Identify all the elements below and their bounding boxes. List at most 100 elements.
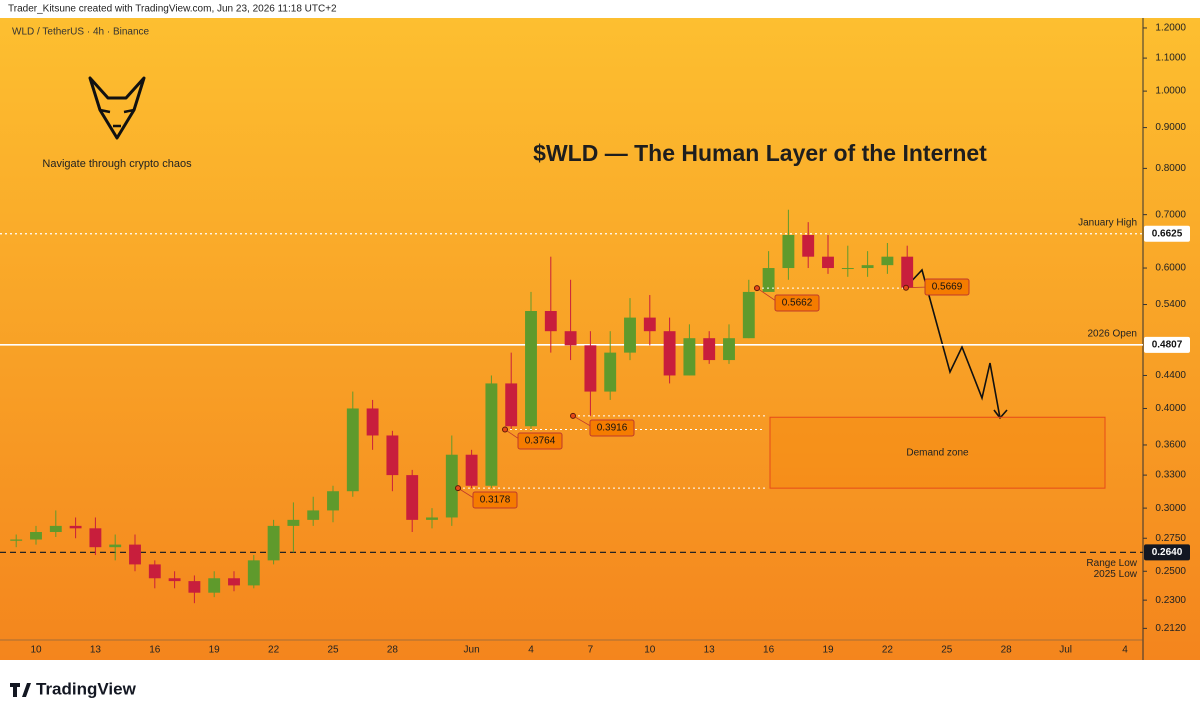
candle-body	[901, 256, 914, 288]
candle-body	[148, 564, 161, 579]
price-tag-label: 0.2640	[1152, 547, 1183, 558]
candle-body	[287, 519, 300, 526]
y-tick-label: 0.3600	[1155, 440, 1186, 451]
level-label: 2025 Low	[1094, 569, 1138, 580]
candle-body	[208, 578, 221, 593]
candle-body	[861, 265, 874, 269]
candle-body	[267, 525, 280, 561]
y-tick-label: 0.2500	[1155, 566, 1186, 577]
candle-body	[683, 338, 696, 376]
x-tick-label: 28	[387, 645, 399, 656]
header: Trader_Kitsune created with TradingView.…	[8, 4, 337, 15]
fox-logo	[88, 76, 146, 140]
y-tick-label: 0.7000	[1155, 209, 1186, 220]
marker-label: 0.5669	[932, 282, 963, 293]
candle-body	[426, 517, 438, 520]
candle-body	[366, 408, 379, 436]
y-tick-label: 0.4000	[1155, 403, 1186, 414]
marker-label: 0.3764	[525, 436, 556, 447]
x-tick-label: 13	[704, 645, 716, 656]
price-tag-label: 0.4807	[1152, 339, 1183, 350]
candle-body	[30, 532, 42, 540]
x-tick-label: 10	[30, 645, 42, 656]
brand: TradingView	[10, 679, 137, 698]
y-tick-label: 0.8000	[1155, 163, 1186, 174]
candle-body	[109, 544, 122, 548]
candle-body	[485, 383, 498, 486]
y-tick-label: 0.2300	[1155, 595, 1186, 606]
x-tick-label: 13	[90, 645, 102, 656]
y-tick-label: 0.3300	[1155, 470, 1186, 481]
candle-body	[10, 539, 23, 541]
y-tick-label: 0.5400	[1155, 299, 1186, 310]
price-tag-label: 0.6625	[1152, 228, 1183, 239]
marker-dot	[570, 412, 576, 419]
y-tick-label: 0.9000	[1155, 122, 1186, 133]
candle-body	[663, 331, 676, 376]
candle-body	[327, 491, 339, 511]
marker-box	[517, 432, 563, 450]
x-tick-label: Jul	[1059, 645, 1072, 656]
marker-box	[774, 294, 820, 312]
y-tick-label: 1.0000	[1155, 86, 1186, 97]
tagline: Navigate through crypto chaos	[42, 158, 192, 170]
candle-body	[307, 510, 320, 520]
candle-body	[584, 345, 597, 392]
candle-body	[723, 338, 735, 361]
candle-body	[386, 435, 399, 476]
candle-body	[703, 338, 716, 361]
candle-body	[525, 311, 537, 427]
marker-dot	[502, 426, 508, 433]
y-tick-label: 0.3000	[1155, 503, 1186, 514]
candle-body	[228, 578, 240, 586]
candle-body	[129, 544, 141, 565]
x-tick-label: 22	[882, 645, 894, 656]
candle-body	[346, 408, 359, 492]
chart-bg	[0, 18, 1200, 660]
y-tick-label: 0.4400	[1155, 370, 1186, 381]
candle-body	[188, 581, 201, 593]
candle-body	[881, 256, 894, 266]
candle-body	[624, 317, 636, 353]
y-tick-label: 1.1000	[1155, 53, 1186, 64]
y-tick-label: 0.2750	[1155, 533, 1186, 544]
candle-body	[247, 560, 260, 586]
x-tick-label: 4	[1122, 645, 1128, 656]
candle-body	[69, 525, 82, 529]
marker-dot	[903, 284, 909, 291]
candle-body	[564, 331, 577, 346]
candle-body	[802, 235, 815, 257]
chart-title: $WLD — The Human Layer of the Internet	[533, 140, 987, 166]
candle-body	[841, 268, 854, 270]
x-tick-label: 16	[149, 645, 161, 656]
marker-dot	[754, 285, 760, 292]
candle-body	[168, 578, 181, 582]
candle-body	[782, 235, 795, 269]
candle-body	[604, 352, 617, 392]
marker-box	[472, 491, 518, 509]
x-tick-label: 4	[528, 645, 534, 656]
x-tick-label: 7	[588, 645, 594, 656]
candle-body	[465, 454, 478, 486]
x-tick-label: Jun	[464, 645, 480, 656]
candle-body	[822, 256, 834, 269]
x-tick-label: 16	[763, 645, 775, 656]
brand-name: TradingView	[36, 679, 137, 698]
x-tick-label: 25	[941, 645, 953, 656]
x-tick-label: 22	[268, 645, 280, 656]
zone-label: Demand zone	[906, 447, 969, 458]
candle-body	[544, 311, 557, 332]
price-tag	[1144, 544, 1190, 561]
demand-zone	[769, 416, 1106, 489]
candle-body	[445, 454, 458, 518]
y-tick-label: 0.6000	[1155, 263, 1186, 274]
candle-body	[89, 528, 102, 548]
y-tick-label: 1.2000	[1155, 23, 1186, 34]
y-tick-label: 0.2120	[1155, 623, 1186, 634]
x-tick-label: 19	[822, 645, 834, 656]
x-tick-label: 28	[1001, 645, 1013, 656]
projection-arrow	[993, 409, 1008, 420]
level-label: 2026 Open	[1088, 328, 1138, 339]
marker-label: 0.3916	[597, 423, 628, 434]
